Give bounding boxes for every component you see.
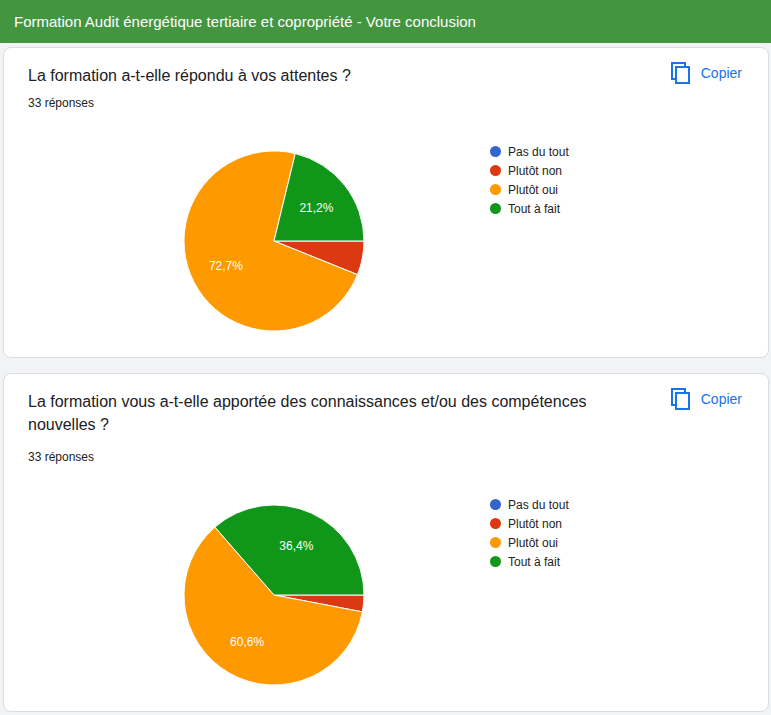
html-text:La formation a-t-elle répondu: La formation a-t-elle répondu à vos atte… (28, 67, 351, 84)
html-text:Tout à fait: Tout à fait (508, 554, 560, 569)
html-text:Formation Audit énergétique te: Formation Audit énergétique tertiaire et… (14, 13, 476, 30)
html-text:Plutôt non: Plutôt non (508, 516, 562, 531)
svg-text:21,2%: 21,2% (299, 201, 333, 215)
html-text:Plutôt oui: Plutôt oui (508, 182, 558, 197)
svg-text:36,4%: 36,4% (279, 539, 313, 553)
svg-text:60,6%: 60,6% (230, 635, 264, 649)
svg-text:72,7%: 72,7% (209, 259, 243, 273)
html-text:Pas du tout: Pas du tout (508, 144, 569, 159)
html-text:La formation vous a-t-elle app: La formation vous a-t-elle apportée des … (28, 393, 587, 433)
html-text:Copier: Copier (700, 65, 742, 81)
html-text:Tout à fait: Tout à fait (508, 201, 560, 216)
html-text:Plutôt non: Plutôt non (508, 163, 562, 178)
html-text:33 réponses: 33 réponses (28, 450, 94, 464)
html-text:33 réponses: 33 réponses (28, 96, 94, 110)
html-text:Pas du tout: Pas du tout (508, 497, 569, 512)
html-text:Plutôt oui: Plutôt oui (508, 535, 558, 550)
html-text:Copier: Copier (700, 391, 742, 407)
